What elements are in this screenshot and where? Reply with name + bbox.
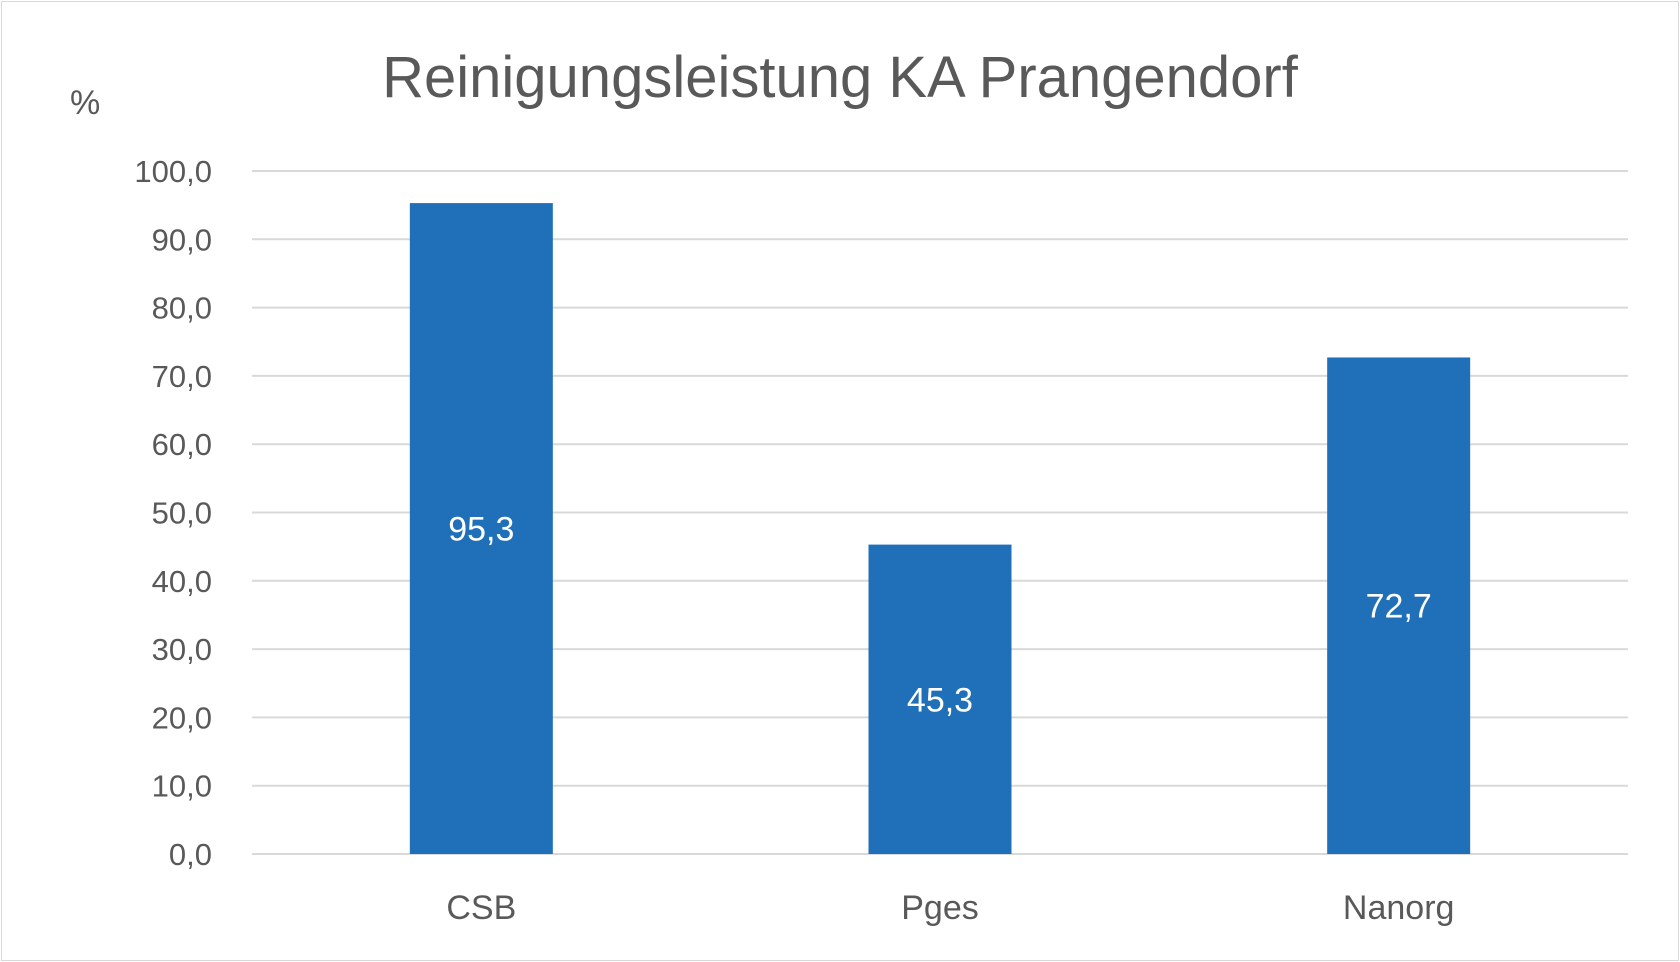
y-axis-unit-label: % xyxy=(70,84,101,122)
y-tick-label: 70,0 xyxy=(152,359,212,394)
y-tick-label: 30,0 xyxy=(152,632,212,667)
y-axis-tick-labels: 0,0 10,0 20,0 30,0 40,0 50,0 60,0 70,0 80,0 90,0 1… xyxy=(134,154,212,872)
y-tick-label: 40,0 xyxy=(152,564,212,599)
x-category-label-pges: Pges xyxy=(901,889,979,927)
x-category-label-nanorg: Nanorg xyxy=(1343,889,1455,927)
bar-csb xyxy=(409,203,553,854)
bar-nanorg xyxy=(1327,357,1471,854)
y-tick-label: 90,0 xyxy=(152,222,212,257)
y-tick-label: 0,0 xyxy=(169,837,212,872)
bars xyxy=(409,203,1471,854)
y-tick-label: 10,0 xyxy=(152,769,212,804)
y-tick-label: 80,0 xyxy=(152,291,212,326)
x-axis-category-labels: CSB Pges Nanorg xyxy=(446,889,1454,927)
y-tick-label: 20,0 xyxy=(152,700,212,735)
bar-pges xyxy=(868,544,1012,854)
y-tick-label: 60,0 xyxy=(152,427,212,462)
chart-title: Reinigungsleistung KA Prangendorf xyxy=(382,45,1298,110)
data-label-nanorg: 72,7 xyxy=(1366,588,1432,626)
y-tick-label: 50,0 xyxy=(152,496,212,531)
data-label-csb: 95,3 xyxy=(448,511,514,549)
data-label-pges: 45,3 xyxy=(907,681,973,719)
data-labels: 95,3 45,3 72,7 xyxy=(448,511,1432,720)
y-tick-label: 100,0 xyxy=(134,154,212,189)
x-category-label-csb: CSB xyxy=(446,889,516,927)
